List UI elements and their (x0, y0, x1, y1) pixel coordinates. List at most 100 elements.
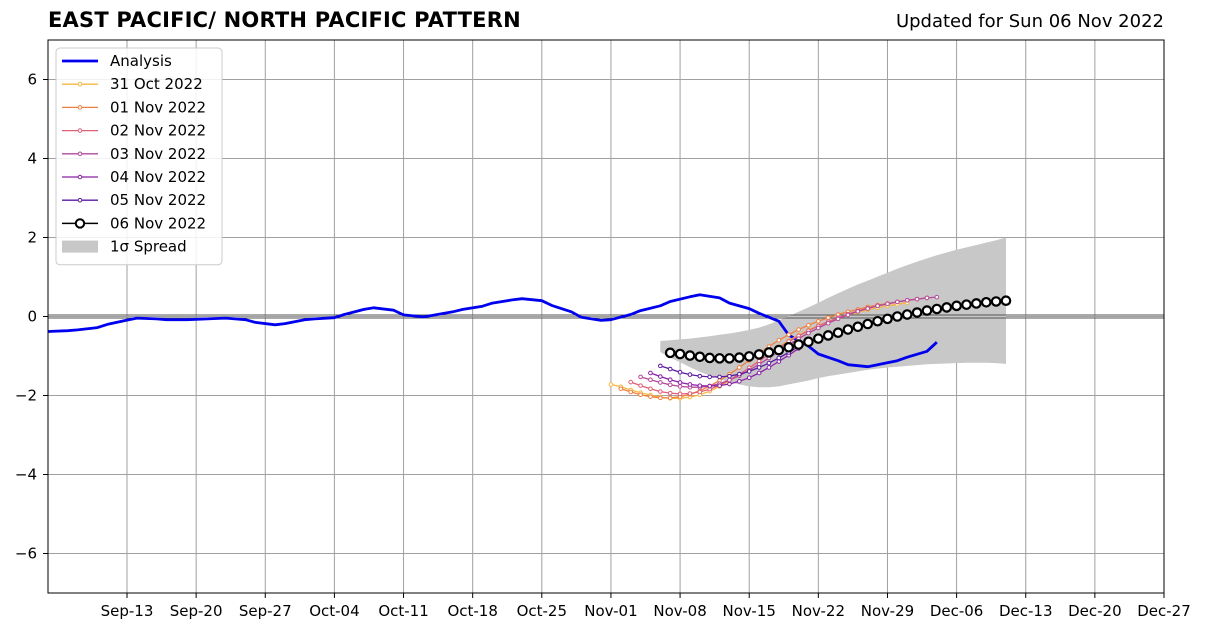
data-point (904, 298, 910, 303)
data-point (924, 295, 930, 301)
data-point (816, 325, 821, 331)
data-point (677, 380, 683, 385)
series-line (650, 347, 799, 387)
legend-label: 05 Nov 2022 (110, 191, 206, 209)
data-point (911, 307, 923, 318)
data-point (608, 382, 614, 387)
data-point (855, 309, 861, 314)
data-point (931, 303, 943, 315)
legend-entry: 05 Nov 2022 (62, 191, 206, 209)
legend-entry: 1σ Spread (62, 238, 187, 256)
data-point (885, 301, 890, 307)
x-tick-label: Nov-01 (584, 602, 637, 620)
chart-title: EAST PACIFIC/ NORTH PACIFIC PATTERN (48, 8, 521, 32)
legend-label: 04 Nov 2022 (110, 168, 206, 186)
legend-label: 02 Nov 2022 (110, 122, 206, 140)
data-point (852, 321, 864, 333)
data-point (776, 337, 782, 343)
data-point (697, 383, 703, 388)
data-point (746, 375, 752, 381)
axes: Sep-13 Sep-20 Sep-27 Oct-04 Oct-11 Oct-18 Oct-… (15, 39, 1191, 620)
data-point (813, 333, 824, 344)
data-point (746, 369, 752, 374)
data-point (677, 384, 683, 389)
data-point (822, 330, 834, 341)
data-point (677, 391, 683, 397)
spread-band (660, 237, 1006, 388)
x-tick-label: Dec-06 (930, 602, 984, 620)
legend-label: 1σ Spread (110, 238, 187, 256)
data-point (990, 296, 1002, 307)
data-point (724, 353, 735, 364)
data-point (895, 299, 900, 305)
x-tick-label: Sep-27 (239, 602, 292, 620)
y-tick-label: −6 (15, 545, 37, 563)
x-tick-label: Nov-22 (792, 602, 845, 620)
data-point (743, 351, 755, 362)
data-point (687, 391, 693, 396)
x-tick-label: Sep-20 (170, 602, 223, 620)
data-point (921, 305, 933, 316)
legend-box (55, 47, 223, 266)
data-point (727, 377, 732, 383)
data-point (835, 316, 841, 322)
data-point (773, 344, 785, 356)
data-point (628, 379, 633, 385)
data-point (776, 355, 782, 361)
data-point (756, 365, 762, 370)
x-tick-label: Oct-18 (447, 602, 497, 620)
data-point (734, 352, 745, 363)
data-point (694, 351, 706, 363)
data-point (796, 327, 801, 332)
data-point (875, 303, 880, 309)
data-point (803, 336, 814, 348)
y-tick-label: −2 (15, 387, 37, 405)
x-tick-label: Dec-27 (1137, 602, 1191, 620)
data-point (825, 315, 831, 320)
data-point (756, 370, 762, 376)
data-point (687, 382, 693, 387)
legend-entry: 03 Nov 2022 (62, 145, 206, 163)
data-point (727, 373, 732, 379)
data-point (674, 348, 686, 360)
data-point (934, 294, 940, 300)
x-tick-label: Sep-13 (101, 602, 154, 620)
data-point (783, 342, 795, 353)
data-point (892, 311, 903, 322)
data-point (766, 360, 772, 366)
x-tick-label: Nov-29 (861, 602, 914, 620)
data-point (717, 383, 722, 388)
data-point (697, 389, 703, 395)
data-point (901, 309, 913, 320)
data-point (684, 350, 696, 361)
legend-entry: 02 Nov 2022 (62, 122, 206, 140)
data-point (872, 315, 883, 327)
data-point (816, 318, 821, 324)
legend-label: 06 Nov 2022 (110, 214, 206, 232)
data-point (763, 347, 775, 358)
x-tick-label: Nov-15 (723, 602, 776, 620)
data-point (737, 378, 742, 384)
data-point (753, 349, 765, 360)
legend-marker (77, 197, 83, 203)
legend-entry: 06 Nov 2022 (62, 214, 206, 232)
legend-marker (77, 81, 83, 87)
data-point (825, 320, 831, 326)
data-point (845, 312, 851, 318)
data-point (638, 392, 643, 398)
data-point (667, 390, 673, 396)
y-tick-label: 2 (27, 229, 37, 247)
data-point (667, 395, 673, 401)
y-tick-label: 0 (27, 308, 37, 326)
legend-marker (77, 151, 83, 157)
data-point (638, 374, 643, 380)
data-point (793, 339, 804, 350)
x-tick-label: Oct-25 (517, 602, 567, 620)
x-tick-label: Nov-08 (653, 602, 706, 620)
data-point (842, 324, 854, 335)
data-point (980, 296, 992, 308)
data-point (648, 386, 653, 392)
data-point (618, 386, 624, 392)
updated-date-label: Updated for Sun 06 Nov 2022 (895, 11, 1164, 32)
